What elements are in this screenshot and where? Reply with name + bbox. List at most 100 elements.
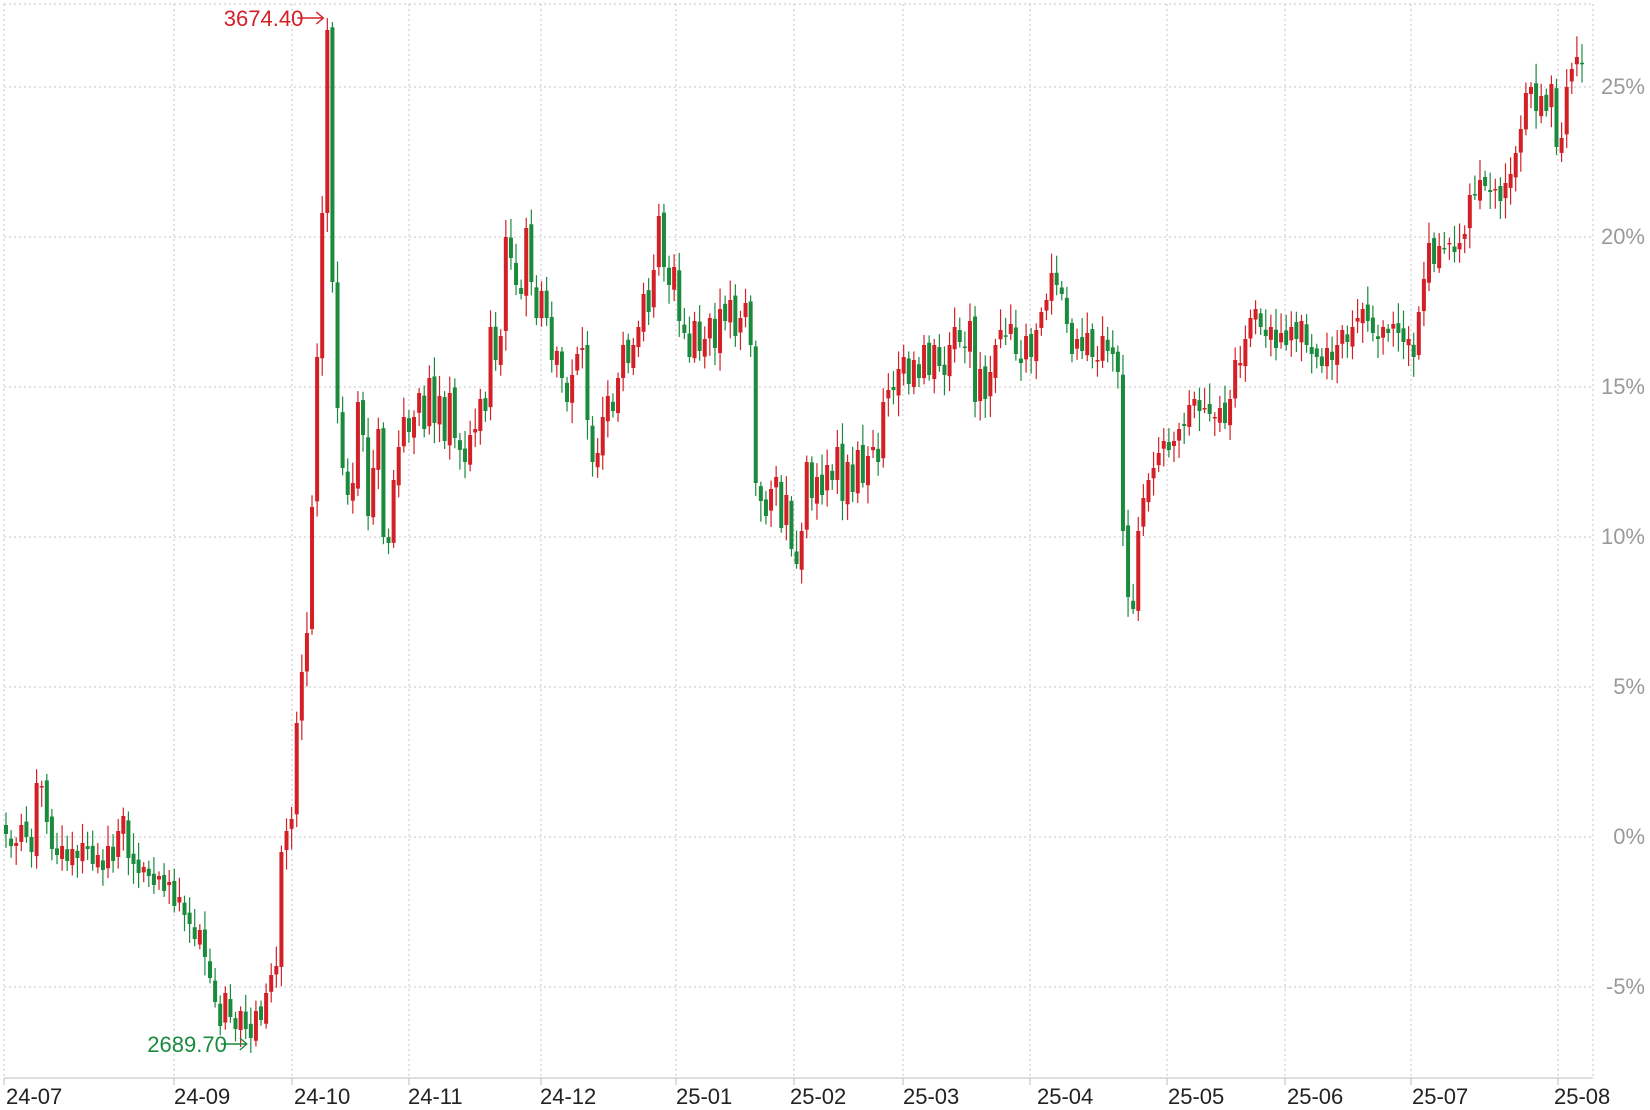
candle <box>529 209 534 296</box>
candle <box>1039 307 1044 336</box>
candle <box>1029 327 1034 374</box>
candle-body <box>860 444 865 483</box>
candle-body <box>478 399 483 431</box>
candle-body <box>294 723 299 815</box>
candle-body <box>962 346 967 349</box>
candle <box>585 331 590 440</box>
candle-body <box>126 820 131 858</box>
candle-body <box>865 456 870 486</box>
candle <box>692 311 697 363</box>
candle <box>1309 334 1314 374</box>
candle-body <box>610 401 615 411</box>
candle-body <box>1355 318 1360 322</box>
candle <box>860 424 865 488</box>
candle-body <box>1574 57 1579 65</box>
candle <box>320 196 325 376</box>
candle <box>1324 332 1329 380</box>
candle <box>432 357 437 444</box>
candle-body <box>1044 300 1049 311</box>
candle-body <box>718 309 723 353</box>
candle-body <box>1095 360 1100 362</box>
candle-body <box>1381 327 1386 338</box>
candle <box>1253 300 1258 335</box>
candle-body <box>769 489 774 511</box>
candle <box>463 431 468 479</box>
x-tick-label: 25-07 <box>1412 1084 1468 1109</box>
candle-body <box>269 975 274 992</box>
y-tick-label: 15% <box>1601 374 1645 399</box>
candle-body <box>44 780 49 822</box>
candle <box>559 346 564 393</box>
candle-body <box>651 270 656 308</box>
candle <box>646 278 651 326</box>
candle <box>1197 387 1202 432</box>
candle <box>677 252 682 337</box>
candle-body <box>259 1006 264 1020</box>
candle <box>197 924 202 950</box>
x-tick-label: 25-03 <box>903 1084 959 1109</box>
candle-body <box>330 27 335 283</box>
candle <box>1319 347 1324 373</box>
candle-body <box>1462 234 1467 239</box>
candle <box>1580 44 1584 83</box>
candle-body <box>774 477 779 488</box>
candle-body <box>401 417 406 447</box>
candle <box>1493 178 1498 209</box>
candle-body <box>692 321 697 359</box>
x-tick-label: 24-12 <box>540 1084 596 1109</box>
candle-body <box>1141 498 1146 527</box>
candle-body <box>427 378 432 427</box>
candle <box>1518 115 1523 172</box>
x-axis-labels: 24-07 24-09 24-10 24-11 24-12 25-01 25-02 25-03… <box>6 1084 1610 1109</box>
candle <box>1217 395 1222 433</box>
candle-body <box>1284 330 1289 345</box>
candle-body <box>60 846 65 859</box>
candle-body <box>1217 408 1222 423</box>
candle <box>575 346 580 376</box>
candle-body <box>1539 96 1544 117</box>
candle-body <box>1360 309 1365 324</box>
candle <box>1284 314 1289 351</box>
candle-body <box>656 216 661 268</box>
candle-body <box>748 301 753 345</box>
candle-body <box>1534 83 1539 111</box>
candle-body <box>29 837 34 852</box>
candle <box>350 462 355 514</box>
candle <box>503 220 508 351</box>
candle-body <box>157 876 162 880</box>
candle-body <box>437 396 442 425</box>
candle <box>799 522 804 584</box>
candle <box>1238 345 1243 379</box>
x-tick-label: 24-09 <box>174 1084 230 1109</box>
candle-body <box>1477 180 1482 201</box>
candle <box>661 203 666 282</box>
candle <box>202 911 207 976</box>
candle <box>427 365 432 435</box>
candle <box>14 837 19 865</box>
candle <box>789 496 794 557</box>
candle <box>1528 82 1533 109</box>
candle-body <box>881 402 886 459</box>
candle-body <box>585 344 590 420</box>
candle <box>111 834 116 873</box>
candle <box>595 438 600 478</box>
candle <box>294 711 299 828</box>
candle <box>248 1007 253 1054</box>
candle <box>616 372 621 422</box>
candle <box>636 320 641 357</box>
candle <box>151 857 156 894</box>
candle <box>631 338 636 375</box>
candle-body <box>177 897 182 903</box>
x-tick-label: 24-07 <box>6 1084 62 1109</box>
candle-body <box>116 831 121 857</box>
candle <box>442 391 447 449</box>
candle-body <box>1192 399 1197 406</box>
candle-body <box>891 387 896 390</box>
candle-body <box>376 429 381 470</box>
candle-body <box>95 855 100 868</box>
candle <box>391 470 396 548</box>
candle-body <box>304 633 309 672</box>
candle-body <box>1350 327 1355 347</box>
candle-body <box>697 321 702 351</box>
